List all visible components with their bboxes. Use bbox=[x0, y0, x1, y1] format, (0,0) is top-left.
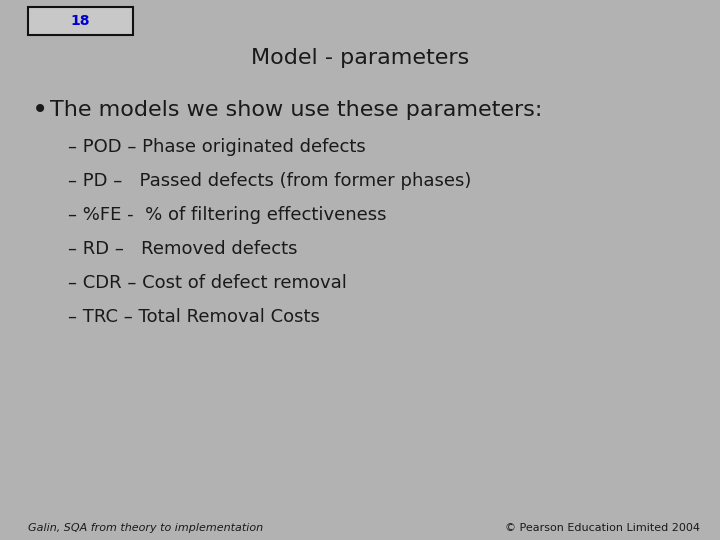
Text: – POD – Phase originated defects: – POD – Phase originated defects bbox=[68, 138, 366, 156]
Text: – %FE -  % of filtering effectiveness: – %FE - % of filtering effectiveness bbox=[68, 206, 387, 224]
Text: The models we show use these parameters:: The models we show use these parameters: bbox=[50, 100, 542, 120]
Text: Model - parameters: Model - parameters bbox=[251, 48, 469, 68]
Text: © Pearson Education Limited 2004: © Pearson Education Limited 2004 bbox=[505, 523, 700, 533]
Text: – CDR – Cost of defect removal: – CDR – Cost of defect removal bbox=[68, 274, 347, 292]
Text: – RD –   Removed defects: – RD – Removed defects bbox=[68, 240, 297, 258]
Text: – TRC – Total Removal Costs: – TRC – Total Removal Costs bbox=[68, 308, 320, 326]
Text: – PD –   Passed defects (from former phases): – PD – Passed defects (from former phase… bbox=[68, 172, 472, 190]
Text: Galin, SQA from theory to implementation: Galin, SQA from theory to implementation bbox=[28, 523, 263, 533]
FancyBboxPatch shape bbox=[28, 7, 133, 35]
Text: •: • bbox=[32, 96, 48, 124]
Text: 18: 18 bbox=[71, 14, 90, 28]
